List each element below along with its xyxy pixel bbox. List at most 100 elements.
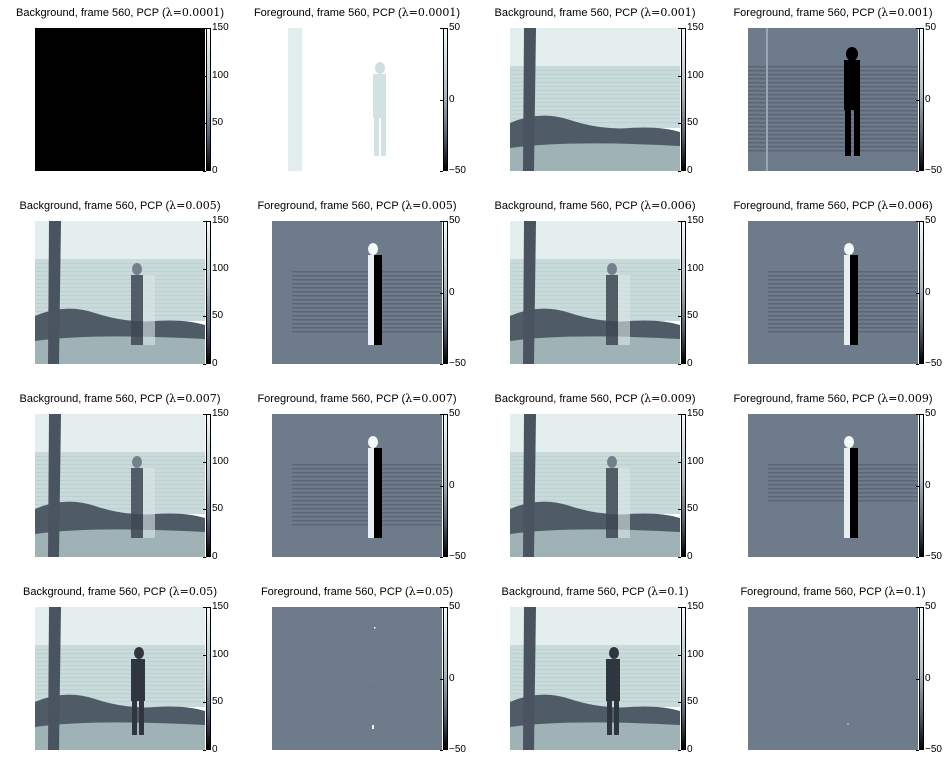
colorbar-tick-label: 50: [212, 117, 224, 129]
colorbar-tick-label: 0: [925, 93, 931, 105]
panel-title-lambda: λ=0.001: [881, 6, 929, 19]
colorbar-tick-label: −50: [925, 358, 942, 369]
panel-title-prefix: Background, frame 560, PCP (: [19, 393, 170, 405]
colorbar-tick-mark: [678, 509, 681, 511]
colorbar-tick-mark: [678, 221, 681, 222]
colorbar-tick-mark: [916, 28, 919, 29]
colorbar: [206, 607, 211, 750]
colorbar-tick-label: −50: [449, 744, 466, 755]
panel-title-prefix: Background, frame 560, PCP (: [494, 393, 645, 405]
colorbar-tick-mark: [440, 485, 443, 487]
colorbar-tick-mark: [678, 607, 681, 608]
panel-title-prefix: Foreground, frame 560, PCP (: [740, 586, 889, 598]
colorbar-tick-mark: [203, 171, 206, 172]
colorbar-tick-label: −50: [449, 165, 466, 176]
panel-title-suffix: ): [928, 7, 933, 19]
panel-title: Foreground, frame 560, PCP (λ=0.1): [713, 585, 946, 599]
panel-title: Background, frame 560, PCP (λ=0.006): [475, 199, 715, 213]
panel-title-prefix: Background, frame 560, PCP (: [494, 7, 645, 19]
colorbar-tick-label: −50: [925, 551, 942, 562]
foreground-frame-image: [748, 414, 918, 557]
colorbar: [919, 607, 924, 750]
colorbar-tick-mark: [203, 268, 206, 270]
panel-title-suffix: ): [691, 7, 696, 19]
colorbar-tick-label: 0: [449, 672, 455, 684]
colorbar-tick-mark: [678, 654, 681, 656]
colorbar-tick-mark: [678, 316, 681, 318]
colorbar-tick-label: 100: [687, 262, 704, 274]
colorbar: [919, 28, 924, 171]
panel-title: Background, frame 560, PCP (λ=0.007): [0, 392, 240, 406]
panel-title: Background, frame 560, PCP (λ=0.001): [475, 6, 715, 20]
colorbar-tick-label: 50: [925, 215, 937, 226]
panel-title-suffix: ): [449, 586, 454, 598]
colorbar-tick-label: 0: [449, 93, 455, 105]
colorbar: [443, 414, 448, 557]
background-frame-image: [510, 414, 680, 557]
colorbar-tick-mark: [916, 557, 919, 558]
background-frame-image: [35, 414, 205, 557]
colorbar: [681, 28, 686, 171]
colorbar-tick-mark: [916, 292, 919, 294]
colorbar-tick-mark: [203, 750, 206, 751]
colorbar-tick-mark: [440, 28, 443, 29]
panel-title: Foreground, frame 560, PCP (λ=0.001): [713, 6, 946, 20]
panel-title-prefix: Background, frame 560, PCP (: [19, 200, 170, 212]
panel-title-suffix: ): [452, 200, 457, 212]
colorbar-tick-mark: [916, 678, 919, 680]
colorbar-tick-label: 100: [212, 69, 229, 81]
panel-title-lambda: λ=0.001: [644, 6, 692, 19]
panel-title-suffix: ): [928, 200, 933, 212]
panel-title: Foreground, frame 560, PCP (λ=0.006): [713, 199, 946, 213]
colorbar-tick-label: 50: [687, 503, 699, 515]
colorbar-tick-label: −50: [449, 551, 466, 562]
panel-title-lambda: λ=0.05: [172, 585, 214, 598]
colorbar-tick-mark: [916, 221, 919, 222]
panel-title-prefix: Background, frame 560, PCP (: [494, 200, 645, 212]
panel-title: Foreground, frame 560, PCP (λ=0.05): [237, 585, 477, 599]
colorbar-tick-mark: [678, 364, 681, 365]
colorbar-tick-label: 0: [212, 358, 218, 369]
panel-title-lambda: λ=0.009: [881, 392, 929, 405]
colorbar-tick-mark: [203, 123, 206, 125]
foreground-frame-image: [272, 28, 442, 171]
colorbar-tick-mark: [678, 123, 681, 125]
colorbar-tick-label: 150: [212, 408, 229, 419]
colorbar-tick-mark: [678, 557, 681, 558]
panel-title-prefix: Foreground, frame 560, PCP (: [733, 393, 882, 405]
colorbar-tick-mark: [916, 485, 919, 487]
colorbar-tick-label: −50: [925, 744, 942, 755]
panel-title: Background, frame 560, PCP (λ=0.009): [475, 392, 715, 406]
colorbar-tick-label: 150: [687, 215, 704, 226]
colorbar-tick-mark: [678, 461, 681, 463]
panel-title-suffix: ): [216, 200, 221, 212]
colorbar-tick-label: −50: [449, 358, 466, 369]
colorbar-tick-label: 150: [212, 601, 229, 612]
colorbar-tick-mark: [916, 607, 919, 608]
panel-title: Foreground, frame 560, PCP (λ=0.0001): [237, 6, 477, 20]
colorbar-tick-mark: [678, 702, 681, 704]
colorbar-tick-label: −50: [925, 165, 942, 176]
colorbar-tick-label: 0: [449, 286, 455, 298]
colorbar-tick-mark: [203, 509, 206, 511]
colorbar: [206, 221, 211, 364]
foreground-frame-image: [272, 607, 442, 750]
colorbar-tick-mark: [678, 750, 681, 751]
panel-title: Foreground, frame 560, PCP (λ=0.007): [237, 392, 477, 406]
panel-title-suffix: ): [456, 7, 461, 19]
background-frame-image: [35, 28, 205, 171]
foreground-frame-image: [748, 607, 918, 750]
colorbar: [919, 414, 924, 557]
colorbar-tick-label: 50: [449, 601, 461, 612]
colorbar-tick-label: 100: [687, 455, 704, 467]
panel-title-lambda: λ=0.009: [644, 392, 692, 405]
colorbar-tick-mark: [440, 750, 443, 751]
panel-title: Background, frame 560, PCP (λ=0.05): [0, 585, 240, 599]
foreground-frame-image: [272, 414, 442, 557]
colorbar-tick-label: 0: [925, 672, 931, 684]
panel-title-suffix: ): [928, 393, 933, 405]
background-frame-image: [35, 221, 205, 364]
colorbar-tick-label: 50: [687, 696, 699, 708]
panel-title: Background, frame 560, PCP (λ=0.0001): [0, 6, 240, 20]
colorbar-tick-label: 0: [449, 479, 455, 491]
